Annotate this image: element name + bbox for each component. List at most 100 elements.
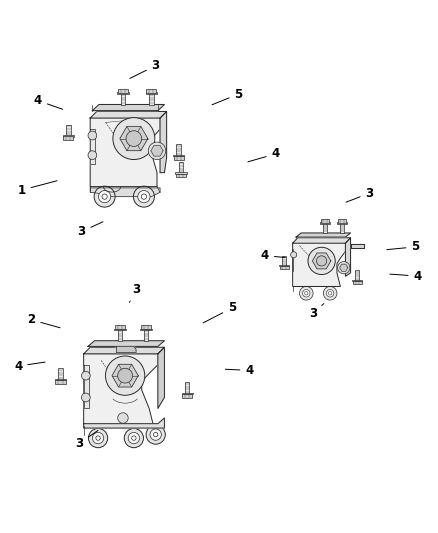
Bar (115, 325, 125, 329)
Text: 5: 5 (212, 87, 243, 105)
Circle shape (88, 429, 108, 448)
Text: 4: 4 (261, 249, 285, 262)
Circle shape (303, 289, 310, 297)
Polygon shape (90, 111, 166, 118)
Circle shape (102, 194, 107, 199)
Polygon shape (84, 365, 89, 408)
Bar (279, 265, 289, 266)
Circle shape (106, 356, 145, 395)
Polygon shape (90, 188, 160, 197)
Circle shape (308, 247, 335, 274)
Bar (353, 281, 362, 284)
Circle shape (126, 131, 142, 147)
Polygon shape (160, 111, 166, 173)
Circle shape (118, 413, 128, 423)
Text: 3: 3 (309, 304, 324, 320)
Bar (146, 89, 156, 93)
Text: 2: 2 (27, 313, 60, 328)
Bar (179, 161, 184, 174)
Bar (114, 328, 126, 330)
Circle shape (134, 186, 154, 207)
Text: 3: 3 (78, 222, 103, 238)
Circle shape (141, 194, 147, 199)
Text: 3: 3 (346, 187, 374, 202)
Polygon shape (117, 346, 136, 352)
Text: 4: 4 (390, 270, 422, 282)
Circle shape (338, 262, 350, 274)
Polygon shape (350, 244, 364, 248)
Polygon shape (293, 238, 350, 243)
Circle shape (124, 429, 144, 448)
Bar (320, 222, 330, 224)
Polygon shape (151, 146, 163, 156)
Circle shape (88, 131, 97, 140)
Bar (58, 368, 63, 380)
Text: 5: 5 (387, 240, 420, 253)
Bar (173, 155, 184, 156)
Circle shape (304, 292, 308, 295)
Bar (280, 266, 289, 269)
Bar (355, 270, 360, 281)
Text: 3: 3 (130, 282, 140, 302)
Bar (55, 380, 66, 384)
Bar (282, 256, 286, 266)
Polygon shape (346, 238, 350, 276)
Bar (120, 93, 125, 104)
Polygon shape (92, 104, 164, 111)
Polygon shape (90, 118, 160, 187)
Circle shape (153, 432, 158, 437)
Polygon shape (88, 341, 164, 346)
Bar (55, 379, 66, 381)
Bar (117, 92, 129, 94)
Circle shape (328, 292, 332, 295)
Circle shape (88, 151, 97, 159)
Polygon shape (84, 418, 164, 428)
Circle shape (323, 286, 337, 300)
Polygon shape (158, 348, 164, 408)
Bar (353, 280, 362, 281)
Polygon shape (312, 253, 331, 269)
Bar (181, 393, 193, 394)
Circle shape (326, 289, 334, 297)
Circle shape (150, 429, 161, 440)
Circle shape (138, 190, 150, 203)
Text: 3: 3 (130, 59, 160, 78)
Bar (340, 223, 344, 233)
Circle shape (81, 393, 90, 402)
Bar (182, 394, 192, 398)
Bar (175, 172, 187, 174)
Circle shape (113, 118, 155, 159)
Text: 5: 5 (203, 302, 236, 323)
Bar (338, 220, 346, 223)
Polygon shape (120, 126, 148, 151)
Circle shape (132, 436, 136, 440)
Circle shape (99, 190, 111, 203)
Bar (185, 382, 190, 394)
Bar (146, 92, 157, 94)
Polygon shape (112, 365, 138, 387)
Circle shape (92, 432, 104, 444)
Circle shape (317, 256, 327, 266)
Bar (141, 328, 152, 330)
Circle shape (96, 436, 100, 440)
Circle shape (146, 425, 165, 444)
Circle shape (290, 252, 297, 258)
Circle shape (118, 368, 133, 383)
Polygon shape (84, 354, 158, 426)
Circle shape (94, 186, 115, 207)
Text: 3: 3 (75, 431, 98, 450)
Circle shape (300, 286, 313, 300)
Bar (176, 174, 186, 177)
Bar (117, 329, 122, 341)
Polygon shape (339, 264, 348, 271)
Circle shape (81, 372, 90, 380)
Text: 1: 1 (18, 181, 57, 197)
Bar (66, 125, 71, 136)
Bar (144, 329, 148, 341)
Text: 4: 4 (225, 364, 254, 377)
Polygon shape (90, 129, 95, 164)
Bar (118, 89, 128, 93)
Bar (149, 93, 154, 104)
Bar (141, 325, 151, 329)
Polygon shape (293, 243, 346, 286)
